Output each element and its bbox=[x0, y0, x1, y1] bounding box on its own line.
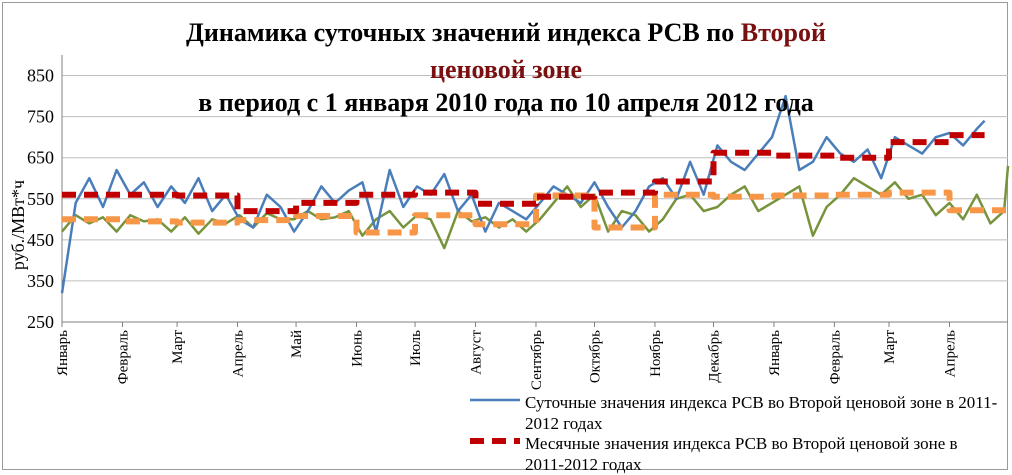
legend-swatches bbox=[470, 398, 520, 444]
y-tick-label: 550 bbox=[27, 189, 54, 209]
gridlines bbox=[62, 75, 1008, 282]
x-tick-label: Май bbox=[289, 330, 305, 358]
x-tick-label: Август bbox=[469, 330, 485, 375]
legend-entry-daily: Суточные значения индекса РСВ во Второй … bbox=[525, 393, 998, 433]
chart-frame bbox=[2, 2, 1008, 470]
y-tick-label: 750 bbox=[27, 107, 54, 127]
y-tick-label: 350 bbox=[27, 271, 54, 291]
chart-title-line-1: Динамика суточных значений индекса РСВ п… bbox=[186, 18, 826, 47]
y-tick-label: 650 bbox=[27, 148, 54, 168]
series-line-monthly-orange bbox=[62, 189, 1008, 236]
y-tick-label: 850 bbox=[27, 66, 54, 86]
x-tick-label: Февраль bbox=[827, 330, 843, 384]
x-tick-label: Декабрь bbox=[706, 330, 722, 383]
x-tick-label: Июль bbox=[408, 330, 424, 366]
x-tick-label: Апрель bbox=[942, 330, 958, 378]
x-tick-label: Сентябрь bbox=[529, 330, 545, 390]
y-tick-labels: 250 350 450 550 650 750 850 bbox=[27, 66, 54, 332]
x-tick-label: Октябрь bbox=[587, 330, 603, 383]
x-tick-label: Апрель bbox=[231, 330, 247, 378]
chart-title-accent: Второй bbox=[740, 18, 826, 47]
legend-entry-monthly: Месячные значения индекса РСВ во Второй … bbox=[525, 434, 958, 474]
series-line-daily-blue bbox=[60, 94, 986, 294]
y-axis-label: руб./МВт*ч bbox=[8, 180, 28, 270]
x-tick-label: Ноябрь bbox=[648, 330, 664, 377]
x-tick-label: Июнь bbox=[350, 330, 366, 367]
x-tick-label: Февраль bbox=[115, 330, 131, 384]
x-tick-label: Март bbox=[170, 330, 186, 364]
x-tick-label: Январь bbox=[55, 330, 71, 376]
axes bbox=[61, 55, 1008, 327]
chart-title-line-2: ценовой зоне bbox=[429, 55, 582, 84]
x-tick-label: Март bbox=[882, 330, 898, 364]
x-tick-labels: Январь Февраль Март Апрель Май Июнь Июль Август… bbox=[55, 330, 958, 391]
y-tick-label: 450 bbox=[27, 230, 54, 250]
x-tick-label: Январь bbox=[767, 330, 783, 376]
series-line-monthly-red bbox=[62, 132, 985, 215]
y-tick-label: 250 bbox=[27, 312, 54, 332]
chart-title-line-3: в период с 1 января 2010 года по 10 апре… bbox=[198, 88, 814, 117]
series-lines bbox=[60, 94, 1010, 294]
